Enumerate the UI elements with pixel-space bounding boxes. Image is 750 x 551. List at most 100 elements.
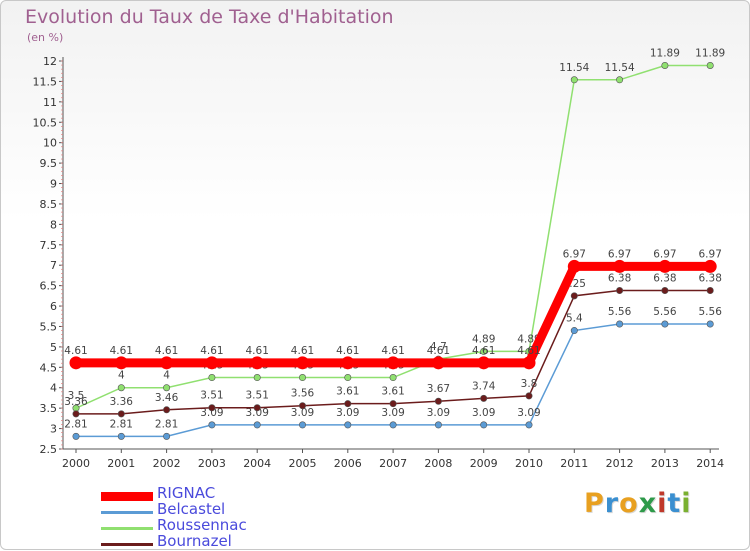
- data-point-bournazel: [208, 404, 216, 412]
- y-tick-label: 9: [50, 178, 57, 191]
- data-point-rignac: [431, 356, 445, 370]
- data-point-roussennac: [706, 61, 714, 69]
- data-point-bournazel: [616, 287, 624, 295]
- y-tick-label: 6: [50, 300, 57, 313]
- data-point-belcastel: [661, 320, 669, 328]
- data-point-rignac: [114, 356, 128, 370]
- logo-letter: o: [619, 488, 639, 519]
- data-label-belcastel: 3.09: [517, 407, 540, 419]
- data-label-roussennac: 11.54: [559, 62, 589, 74]
- legend-label: RIGNAC: [157, 484, 216, 502]
- x-tick-label: 2004: [243, 457, 271, 470]
- logo-letter: i: [657, 488, 668, 519]
- data-label-bournazel: 3.74: [472, 380, 496, 392]
- data-label-rignac: 4.61: [246, 345, 269, 357]
- data-label-belcastel: 5.4: [566, 313, 583, 325]
- data-label-bournazel: 6.38: [699, 273, 722, 285]
- y-tick-label: 4.5: [40, 361, 58, 374]
- data-point-bournazel: [72, 410, 80, 418]
- legend-swatch: [101, 527, 153, 530]
- y-tick-label: 8: [50, 218, 57, 231]
- x-tick-label: 2010: [515, 457, 543, 470]
- data-label-bournazel: 3.51: [246, 390, 269, 402]
- data-point-bournazel: [117, 410, 125, 418]
- data-point-belcastel: [344, 421, 352, 429]
- data-label-belcastel: 3.09: [336, 407, 359, 419]
- y-tick-label: 3.5: [40, 402, 58, 415]
- y-tick-label: 2.5: [40, 443, 58, 456]
- data-point-bournazel: [661, 287, 669, 295]
- data-label-roussennac: 3.5: [68, 390, 85, 402]
- legend-label: Belcastel: [157, 500, 226, 518]
- y-tick-label: 9.5: [40, 157, 58, 170]
- data-label-belcastel: 2.81: [155, 418, 178, 430]
- logo-letter: P: [584, 488, 605, 519]
- y-tick-label: 11.5: [33, 75, 58, 88]
- data-point-rignac: [386, 356, 400, 370]
- data-label-bournazel: 3.8: [521, 378, 538, 390]
- data-label-roussennac: 11.54: [605, 62, 635, 74]
- data-point-belcastel: [208, 421, 216, 429]
- logo-letter: i: [681, 488, 692, 519]
- proxiti-logo: Proxiti: [584, 488, 692, 519]
- y-tick-label: 12: [43, 55, 57, 68]
- data-point-rignac: [477, 356, 491, 370]
- y-tick-label: 7.5: [40, 239, 58, 252]
- y-tick-label: 10: [43, 137, 57, 150]
- data-label-belcastel: 3.09: [427, 407, 450, 419]
- logo-letter: t: [667, 488, 682, 519]
- data-point-rignac: [658, 259, 672, 273]
- data-label-rignac: 4.61: [291, 345, 314, 357]
- chart-title: Evolution du Taux de Taxe d'Habitation: [25, 6, 394, 28]
- data-point-bournazel: [344, 400, 352, 408]
- data-point-roussennac: [344, 374, 352, 382]
- data-point-bournazel: [163, 406, 171, 414]
- data-point-belcastel: [434, 421, 442, 429]
- chart-subtitle: (en %): [27, 31, 64, 44]
- x-tick-label: 2007: [379, 457, 407, 470]
- x-tick-label: 2011: [560, 457, 588, 470]
- y-tick-label: 10.5: [33, 116, 58, 129]
- data-label-belcastel: 3.09: [291, 407, 314, 419]
- data-point-belcastel: [163, 432, 171, 440]
- data-label-belcastel: 5.56: [608, 306, 632, 318]
- y-tick-label: 3: [50, 423, 57, 436]
- legend-label: Roussennac: [157, 516, 247, 534]
- data-label-bournazel: 6.38: [608, 273, 631, 285]
- data-point-bournazel: [525, 392, 533, 400]
- data-point-belcastel: [525, 421, 533, 429]
- data-label-rignac: 6.97: [563, 248, 586, 260]
- data-point-rignac: [205, 356, 219, 370]
- data-point-rignac: [522, 356, 536, 370]
- data-point-bournazel: [389, 400, 397, 408]
- y-tick-label: 5: [50, 341, 57, 354]
- data-point-roussennac: [117, 384, 125, 392]
- data-point-rignac: [703, 259, 717, 273]
- data-label-belcastel: 2.81: [110, 418, 133, 430]
- data-label-bournazel: 3.46: [155, 392, 179, 404]
- data-label-rignac: 4.61: [110, 345, 133, 357]
- data-point-bournazel: [706, 287, 714, 295]
- legend-swatch: [101, 492, 153, 501]
- x-tick-label: 2006: [334, 457, 362, 470]
- x-tick-label: 2003: [198, 457, 226, 470]
- data-label-rignac: 6.97: [608, 248, 631, 260]
- data-point-roussennac: [298, 374, 306, 382]
- x-tick-label: 2005: [289, 457, 317, 470]
- data-label-rignac: 4.61: [64, 345, 87, 357]
- data-label-rignac: 6.97: [653, 248, 676, 260]
- data-point-rignac: [567, 259, 581, 273]
- data-label-rignac: 4.61: [336, 345, 359, 357]
- x-tick-label: 2014: [696, 457, 724, 470]
- data-label-belcastel: 2.81: [64, 418, 87, 430]
- data-label-rignac: 4.61: [200, 345, 223, 357]
- y-tick-label: 5.5: [40, 320, 58, 333]
- data-point-roussennac: [208, 374, 216, 382]
- data-point-roussennac: [661, 61, 669, 69]
- data-label-roussennac: 11.89: [650, 47, 680, 59]
- data-label-bournazel: 3.61: [381, 386, 404, 398]
- data-label-belcastel: 3.09: [200, 407, 223, 419]
- data-label-belcastel: 5.56: [699, 306, 723, 318]
